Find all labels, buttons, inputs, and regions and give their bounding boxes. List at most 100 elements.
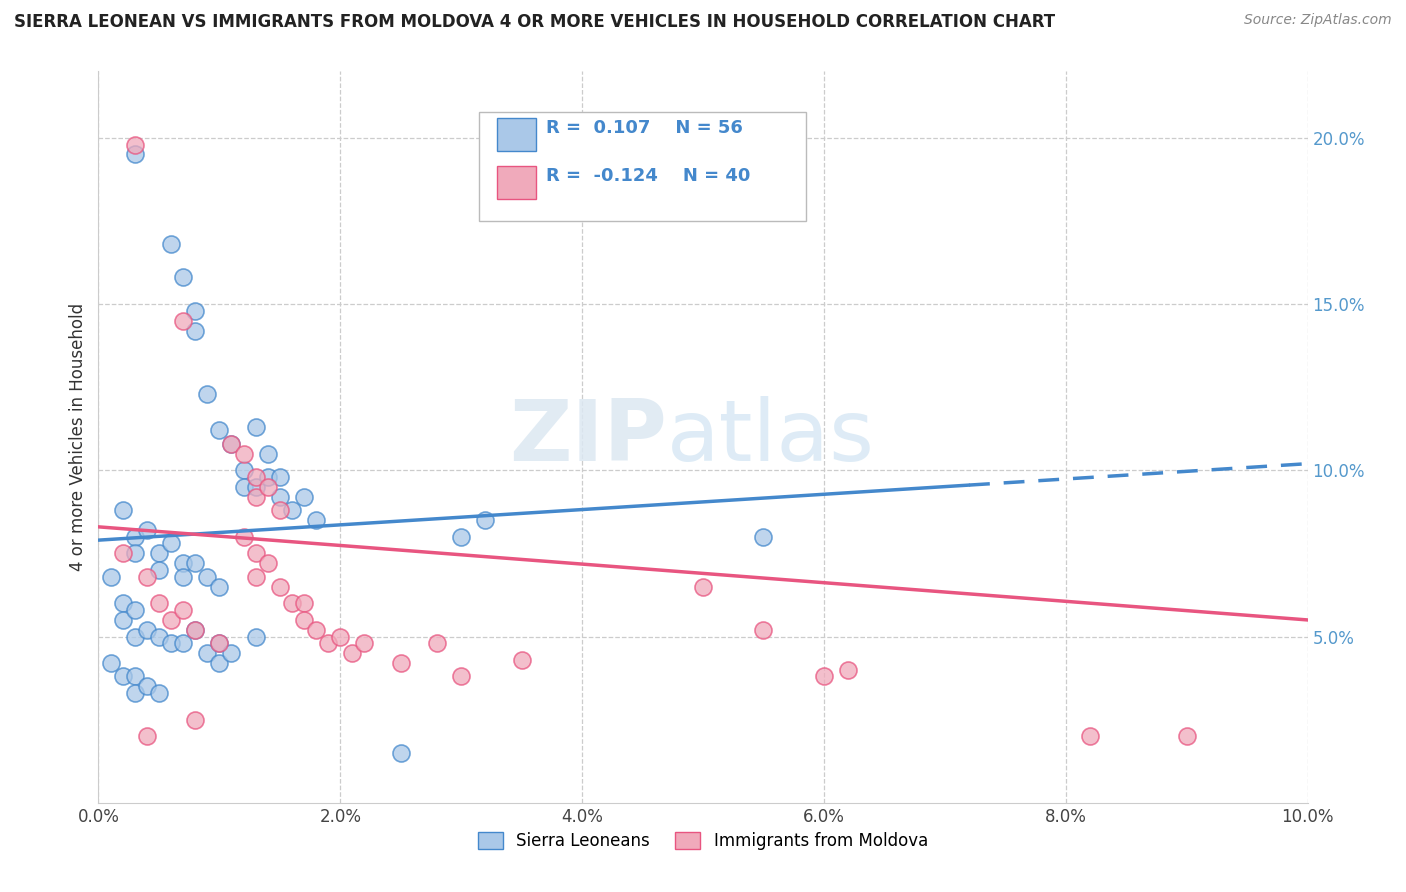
Point [426, 636, 449, 650]
Point [232, 447, 254, 461]
Point [172, 570, 194, 584]
Point [148, 596, 170, 610]
Point [208, 424, 231, 438]
Point [232, 463, 254, 477]
Point [124, 669, 146, 683]
Point [160, 613, 183, 627]
Point [389, 746, 412, 760]
Point [1175, 729, 1198, 743]
Point [269, 503, 291, 517]
Point [111, 546, 134, 560]
Point [184, 623, 207, 637]
Text: SIERRA LEONEAN VS IMMIGRANTS FROM MOLDOVA 4 OR MORE VEHICLES IN HOUSEHOLD CORREL: SIERRA LEONEAN VS IMMIGRANTS FROM MOLDOV… [14, 13, 1054, 31]
Point [124, 630, 146, 644]
Point [124, 686, 146, 700]
Point [474, 513, 496, 527]
Point [111, 503, 134, 517]
Point [232, 530, 254, 544]
Point [195, 387, 218, 401]
Point [389, 656, 412, 670]
Point [316, 636, 339, 650]
Point [256, 480, 278, 494]
Point [160, 536, 183, 550]
Point [184, 324, 207, 338]
Y-axis label: 4 or more Vehicles in Household: 4 or more Vehicles in Household [69, 303, 87, 571]
Point [329, 630, 352, 644]
Point [208, 636, 231, 650]
Point [172, 557, 194, 571]
Point [184, 623, 207, 637]
Point [184, 557, 207, 571]
Point [111, 596, 134, 610]
Point [692, 580, 714, 594]
Point [245, 546, 267, 560]
Point [148, 686, 170, 700]
Point [195, 570, 218, 584]
Point [148, 630, 170, 644]
Text: Source: ZipAtlas.com: Source: ZipAtlas.com [1244, 13, 1392, 28]
Point [135, 680, 157, 694]
Text: R =  0.107    N = 56: R = 0.107 N = 56 [546, 119, 742, 137]
Point [184, 713, 207, 727]
Point [232, 480, 254, 494]
Point [172, 636, 194, 650]
FancyBboxPatch shape [498, 118, 536, 151]
Point [245, 630, 267, 644]
Point [269, 490, 291, 504]
Point [135, 623, 157, 637]
Legend: Sierra Leoneans, Immigrants from Moldova: Sierra Leoneans, Immigrants from Moldova [471, 825, 935, 856]
Point [281, 596, 304, 610]
Point [135, 729, 157, 743]
Point [245, 480, 267, 494]
Point [111, 669, 134, 683]
Text: R =  -0.124    N = 40: R = -0.124 N = 40 [546, 167, 751, 186]
Point [184, 303, 207, 318]
Point [245, 490, 267, 504]
Point [813, 669, 835, 683]
Point [124, 546, 146, 560]
Point [124, 137, 146, 152]
Point [160, 636, 183, 650]
Point [281, 503, 304, 517]
Point [111, 613, 134, 627]
Point [135, 523, 157, 537]
Point [450, 669, 472, 683]
Point [752, 623, 775, 637]
Text: ZIP: ZIP [509, 395, 666, 479]
Point [353, 636, 375, 650]
Point [208, 656, 231, 670]
Point [172, 270, 194, 285]
Point [208, 580, 231, 594]
Point [269, 580, 291, 594]
Point [837, 663, 859, 677]
Point [160, 237, 183, 252]
Point [221, 436, 243, 450]
Point [245, 470, 267, 484]
Point [135, 570, 157, 584]
Point [245, 570, 267, 584]
Point [305, 513, 328, 527]
Point [510, 653, 533, 667]
Point [124, 603, 146, 617]
Point [148, 563, 170, 577]
Point [256, 557, 278, 571]
Point [256, 447, 278, 461]
Point [752, 530, 775, 544]
Point [148, 546, 170, 560]
Point [1078, 729, 1101, 743]
Point [124, 147, 146, 161]
Point [100, 656, 122, 670]
Point [172, 603, 194, 617]
Point [305, 623, 328, 637]
Point [450, 530, 472, 544]
Text: atlas: atlas [666, 395, 875, 479]
Point [342, 646, 364, 660]
Point [221, 436, 243, 450]
Point [195, 646, 218, 660]
Point [292, 490, 315, 504]
Point [256, 470, 278, 484]
Point [292, 613, 315, 627]
Point [172, 314, 194, 328]
Point [292, 596, 315, 610]
Point [124, 530, 146, 544]
